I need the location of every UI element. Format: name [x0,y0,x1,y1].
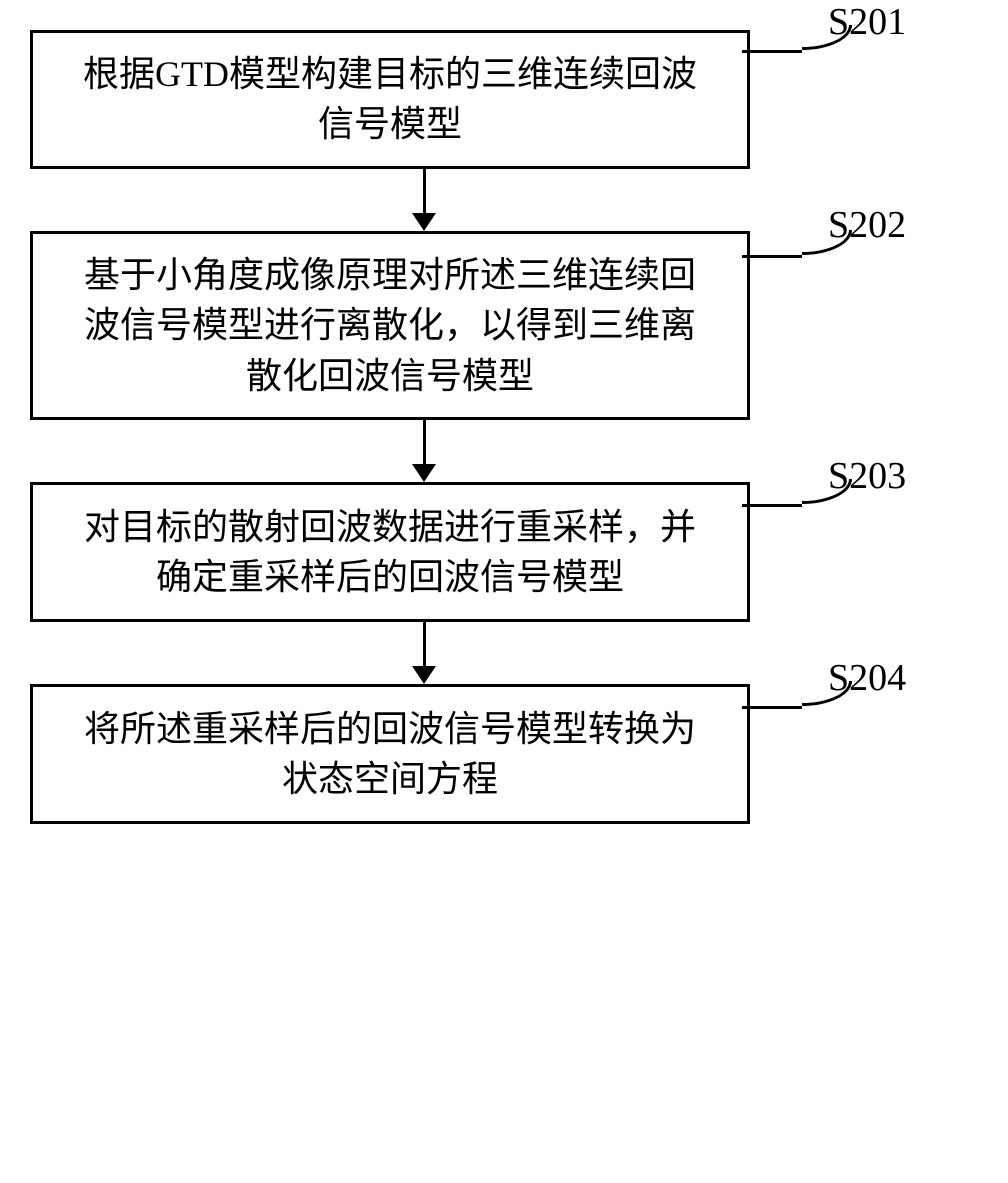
connector-line-icon [742,706,802,709]
arrow-wrap [64,622,784,684]
arrow-line [423,169,426,214]
step-text-line: 将所述重采样后的回波信号模型转换为 [84,704,696,754]
step-label-s203: S203 [828,454,906,498]
arrow-head [412,213,436,231]
step-text-line: 信号模型 [318,99,462,149]
step-row-s203: 对目标的散射回波数据进行重采样，并确定重采样后的回波信号模型S203 [30,482,978,622]
step-box-s201: 根据GTD模型构建目标的三维连续回波信号模型 [30,30,750,169]
arrow-wrap [64,420,784,482]
step-text-line: 散化回波信号模型 [246,351,534,401]
flowchart-container: 根据GTD模型构建目标的三维连续回波信号模型S201 基于小角度成像原理对所述三维… [30,30,978,824]
arrow-down-icon [412,622,436,684]
step-row-s201: 根据GTD模型构建目标的三维连续回波信号模型S201 [30,30,978,169]
arrow-line [423,622,426,667]
step-box-s204: 将所述重采样后的回波信号模型转换为状态空间方程 [30,684,750,824]
step-text-line: 状态空间方程 [282,754,498,804]
step-text-line: 波信号模型进行离散化，以得到三维离 [84,300,696,350]
step-box-s202: 基于小角度成像原理对所述三维连续回波信号模型进行离散化，以得到三维离散化回波信号… [30,231,750,420]
step-label-s201: S201 [828,0,906,44]
arrow-wrap [64,169,784,231]
step-text-line: 根据GTD模型构建目标的三维连续回波 [83,49,697,99]
step-label-s204: S204 [828,656,906,700]
step-label-s202: S202 [828,203,906,247]
arrow-head [412,666,436,684]
step-row-s202: 基于小角度成像原理对所述三维连续回波信号模型进行离散化，以得到三维离散化回波信号… [30,231,978,420]
arrow-down-icon [412,420,436,482]
step-text-line: 对目标的散射回波数据进行重采样，并 [84,502,696,552]
step-row-s204: 将所述重采样后的回波信号模型转换为状态空间方程S204 [30,684,978,824]
connector-line-icon [742,504,802,507]
arrow-head [412,464,436,482]
step-text-line: 基于小角度成像原理对所述三维连续回 [84,250,696,300]
arrow-down-icon [412,169,436,231]
step-text-line: 确定重采样后的回波信号模型 [156,552,624,602]
arrow-line [423,420,426,465]
step-box-s203: 对目标的散射回波数据进行重采样，并确定重采样后的回波信号模型 [30,482,750,622]
connector-line-icon [742,255,802,258]
connector-line-icon [742,50,802,53]
